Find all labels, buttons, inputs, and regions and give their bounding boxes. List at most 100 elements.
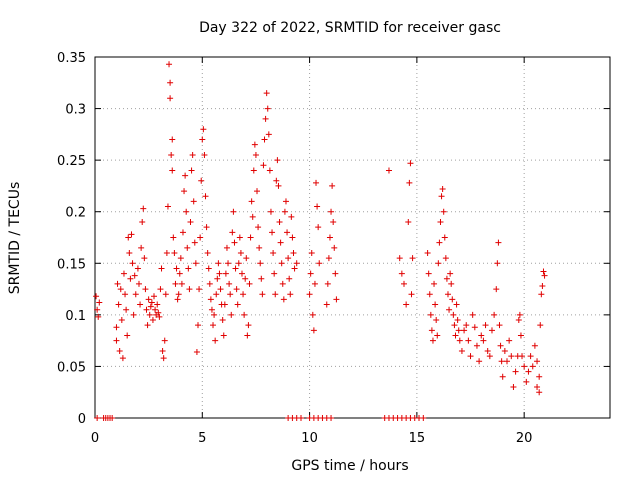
data-point <box>293 260 300 267</box>
data-point <box>161 337 168 344</box>
data-point <box>261 136 268 143</box>
data-point <box>167 95 174 102</box>
data-point <box>427 311 434 318</box>
data-point <box>164 203 171 210</box>
data-point <box>425 270 432 277</box>
y-axis: 0 0.05 0.1 0.15 0.2 0.25 0.3 0.35 <box>57 51 610 427</box>
data-point <box>170 234 177 241</box>
data-point <box>313 179 320 186</box>
data-point <box>275 182 282 189</box>
data-point <box>166 61 173 68</box>
data-point <box>200 126 207 133</box>
data-point <box>199 136 206 143</box>
data-point <box>403 301 410 308</box>
data-point <box>306 291 313 298</box>
data-point <box>242 275 249 282</box>
data-point <box>221 301 228 308</box>
data-point <box>113 337 120 344</box>
data-point <box>285 255 292 262</box>
data-point <box>171 249 178 256</box>
data-point <box>539 282 546 289</box>
data-point <box>144 322 151 329</box>
data-point <box>264 105 271 112</box>
data-point <box>119 355 126 362</box>
x-tick-label: 20 <box>516 431 533 446</box>
data-point <box>476 358 483 365</box>
data-point <box>271 270 278 277</box>
data-point <box>249 213 256 220</box>
data-point <box>328 415 335 421</box>
data-point <box>195 322 201 329</box>
data-point <box>433 317 440 324</box>
data-point <box>162 291 169 298</box>
data-point <box>181 188 188 195</box>
data-point <box>220 332 227 339</box>
data-point <box>190 198 197 205</box>
data-point <box>244 332 251 339</box>
data-point <box>499 373 506 380</box>
data-point <box>308 249 315 256</box>
data-point <box>456 337 463 344</box>
data-point <box>189 151 196 158</box>
data-point <box>398 270 405 277</box>
data-point <box>325 255 332 262</box>
data-point <box>177 255 184 262</box>
data-point <box>169 136 176 143</box>
data-point <box>324 280 331 287</box>
data-point <box>160 355 167 362</box>
data-point <box>452 332 459 339</box>
data-point <box>493 286 500 293</box>
data-point <box>406 179 413 186</box>
data-point <box>482 322 489 329</box>
data-point <box>183 208 190 215</box>
data-point <box>407 160 414 167</box>
data-point <box>274 157 281 164</box>
data-point <box>152 306 159 313</box>
y-tick-label: 0.2 <box>65 206 86 221</box>
data-point <box>541 272 548 279</box>
data-point <box>182 172 189 179</box>
data-point <box>232 265 239 272</box>
data-point <box>128 231 135 238</box>
data-point <box>280 296 287 303</box>
data-point <box>204 249 211 256</box>
data-point <box>428 327 435 334</box>
data-point <box>214 275 221 282</box>
data-point <box>132 291 139 298</box>
data-point <box>491 311 498 318</box>
data-point <box>431 280 438 287</box>
data-point <box>247 234 254 241</box>
data-point <box>263 90 270 97</box>
data-point <box>208 306 215 313</box>
data-point <box>289 234 296 241</box>
data-point <box>281 208 288 215</box>
data-point <box>453 301 460 308</box>
data-point <box>145 296 152 303</box>
data-point <box>385 167 392 174</box>
data-point <box>94 306 101 313</box>
data-point <box>115 301 122 308</box>
data-point <box>328 208 335 215</box>
data-point <box>454 317 461 324</box>
data-point <box>236 234 243 241</box>
data-point <box>494 260 501 267</box>
data-point <box>135 280 142 287</box>
data-point <box>465 337 472 344</box>
data-point <box>442 255 449 262</box>
data-point <box>277 239 284 246</box>
data-point <box>484 347 491 354</box>
data-point <box>169 167 176 174</box>
data-point <box>540 268 547 275</box>
data-point <box>436 239 443 246</box>
data-point <box>147 303 154 310</box>
data-point <box>163 249 170 256</box>
data-point <box>94 415 101 421</box>
data-point <box>467 353 474 360</box>
data-point <box>185 265 192 272</box>
y-tick-label: 0.1 <box>65 309 86 324</box>
data-point <box>191 239 198 246</box>
data-point <box>437 219 444 226</box>
data-point <box>405 219 412 226</box>
y-tick-label: 0.3 <box>65 103 86 118</box>
data-point <box>439 186 446 193</box>
